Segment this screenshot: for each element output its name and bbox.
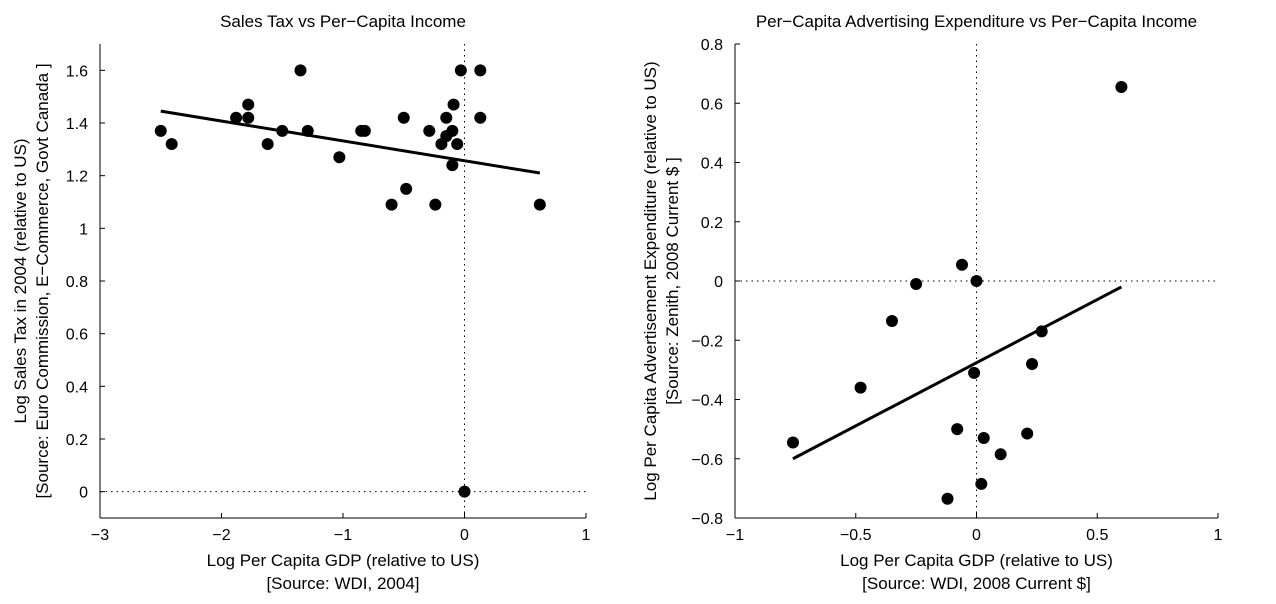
y-tick-label: 0.2 [66, 432, 88, 449]
data-point [154, 124, 167, 137]
data-point [1115, 80, 1128, 93]
x-axis-label: Log Per Capita GDP (relative to US) [840, 551, 1113, 570]
y-tick-label: 1.4 [66, 116, 88, 133]
data-point [975, 477, 988, 490]
data-point [977, 432, 990, 445]
data-point [941, 492, 954, 505]
x-tick-label: −1 [334, 527, 352, 544]
x-axis-label: Log Per Capita GDP (relative to US) [207, 551, 480, 570]
y-tick-label: −0.2 [691, 333, 723, 350]
data-point [458, 485, 471, 498]
data-point [474, 111, 487, 124]
data-point [951, 423, 964, 436]
data-point [533, 198, 546, 211]
data-point [165, 138, 178, 151]
data-point [454, 64, 467, 77]
data-point [358, 124, 371, 137]
y-axis-label: Log Per Capita Advertisement Expenditure… [641, 61, 660, 500]
data-point [474, 64, 487, 77]
x-tick-label: 0 [460, 527, 469, 544]
x-tick-label: 0.5 [1086, 527, 1108, 544]
chart-panel-sales-tax: −3 −2 −1 0 1 0 0.2 0.4 0.6 0.8 1 1.2 1.4 1.6 Sales Tax… [11, 12, 591, 593]
x-tick-label: −0.5 [840, 527, 872, 544]
y-tick-label: 0.8 [66, 274, 88, 291]
data-point [910, 277, 923, 290]
x-tick-label: 1 [1214, 527, 1223, 544]
data-point [446, 124, 459, 137]
data-point [301, 124, 314, 137]
y-tick-label: −0.8 [691, 511, 723, 528]
y-tick-label: 0 [79, 485, 88, 502]
x-tick-label: −3 [91, 527, 109, 544]
y-tick-label: −0.4 [691, 393, 723, 410]
data-point [294, 64, 307, 77]
y-axis-label: Log Sales Tax in 2004 (relative to US) [11, 138, 30, 423]
x-tick-label: 1 [582, 527, 591, 544]
y-tick-label: 0.6 [66, 327, 88, 344]
y-tick-label: 1.2 [66, 169, 88, 186]
data-point [994, 448, 1007, 461]
y-tick-label: 0.4 [66, 379, 88, 396]
chart-title: Per−Capita Advertising Expenditure vs Pe… [756, 12, 1197, 31]
y-tick-label: 1.6 [66, 63, 88, 80]
data-point [261, 138, 274, 151]
data-point [440, 111, 453, 124]
y-tick-label: 0.6 [701, 96, 723, 113]
y-tick-label: 0.4 [701, 156, 723, 173]
data-point [423, 124, 436, 137]
data-point [429, 198, 442, 211]
data-point [970, 275, 983, 287]
data-point [400, 182, 413, 195]
data-point [333, 151, 346, 164]
data-point [786, 436, 799, 449]
data-point [1021, 427, 1034, 440]
x-tick-label: −2 [212, 527, 230, 544]
x-tick-label: −1 [726, 527, 744, 544]
data-point [885, 314, 898, 327]
y-tick-label: −0.6 [691, 452, 723, 469]
y-axis-source-label: [Source: Euro Commission, E−Commerce, Go… [33, 63, 52, 498]
y-tick-label: 0.8 [701, 37, 723, 54]
data-point [385, 198, 398, 211]
data-point [242, 111, 255, 124]
x-axis-source-label: [Source: WDI, 2004] [266, 574, 419, 593]
chart-title: Sales Tax vs Per−Capita Income [220, 12, 466, 31]
data-point [854, 381, 867, 394]
data-point [276, 124, 289, 137]
x-tick-label: 0 [972, 527, 981, 544]
fit-line [792, 285, 1123, 461]
y-tick-label: 0.2 [701, 215, 723, 232]
y-tick-label: 1 [79, 221, 88, 238]
data-point [968, 366, 981, 379]
data-point [446, 159, 459, 172]
data-point [1026, 357, 1039, 370]
data-point [397, 111, 410, 124]
data-point [242, 98, 255, 111]
fit-line [160, 109, 541, 175]
data-point [447, 98, 460, 111]
y-tick-label: 0 [714, 274, 723, 291]
x-axis-source-label: [Source: WDI, 2008 Current $] [862, 574, 1091, 593]
y-axis-source-label: [Source: Zenith, 2008 Current $ ] [663, 157, 682, 405]
data-point [1035, 325, 1048, 338]
chart-panel-advertising: −1 −0.5 0 0.5 1 −0.8 −0.6 −0.4 −0.2 0 0.2 0.4 0.6 0.8… [641, 12, 1223, 593]
data-point [230, 111, 243, 124]
data-point [956, 258, 969, 271]
data-point [451, 138, 464, 151]
